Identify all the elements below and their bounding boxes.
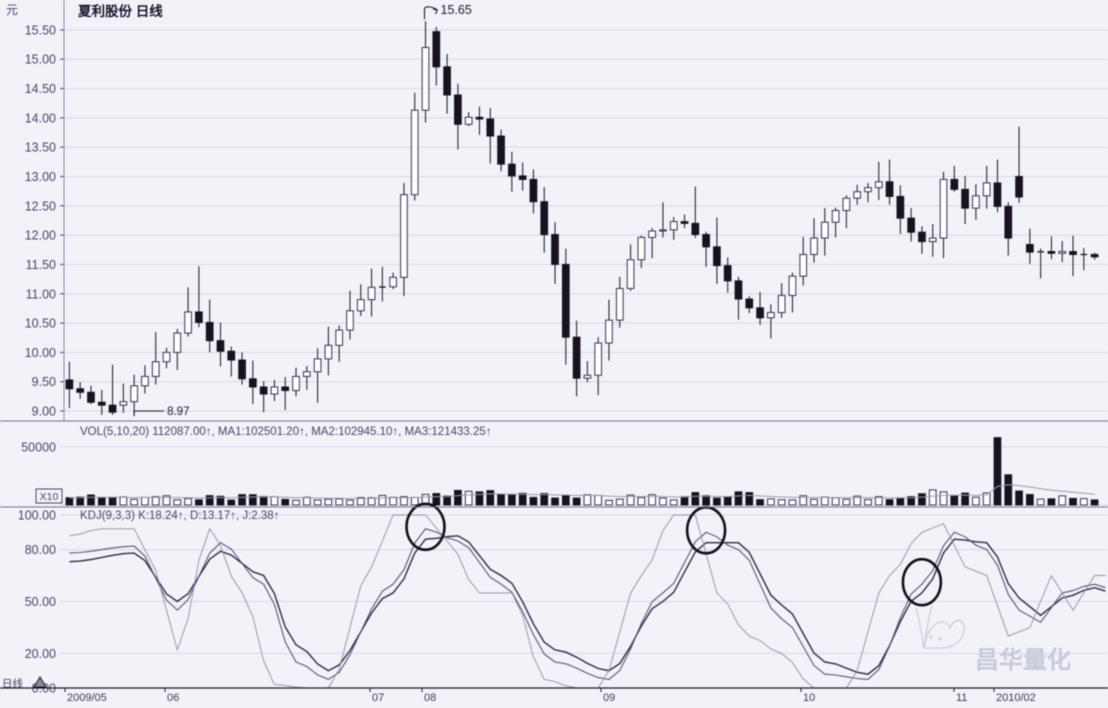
- svg-text:50.00: 50.00: [25, 595, 56, 609]
- svg-text:KDJ(9,3,3) K:18.24↑, D:13.: KDJ(9,3,3) K:18.24↑, D:13.17↑, J:2.38↑: [80, 510, 279, 522]
- svg-text:昌华量化: 昌华量化: [975, 646, 1071, 674]
- svg-text:12.00: 12.00: [25, 229, 56, 243]
- svg-text:50000: 50000: [21, 440, 56, 454]
- svg-text:13.00: 13.00: [25, 170, 56, 184]
- svg-text:09: 09: [603, 692, 615, 704]
- svg-text:8.97: 8.97: [167, 406, 189, 418]
- svg-text:10.50: 10.50: [25, 317, 56, 331]
- svg-text:100.00: 100.00: [18, 509, 56, 523]
- svg-text:14.00: 14.00: [25, 111, 56, 125]
- svg-text:VOL(5,10,20) 112087.00↑, MA1: VOL(5,10,20) 112087.00↑, MA1:102501.20↑,…: [80, 426, 492, 438]
- svg-text:13.50: 13.50: [25, 141, 56, 155]
- svg-text:15.00: 15.00: [25, 53, 56, 67]
- svg-text:14.50: 14.50: [25, 82, 56, 96]
- svg-text:20.00: 20.00: [25, 647, 56, 661]
- svg-text:80.00: 80.00: [25, 543, 56, 557]
- svg-text:11.50: 11.50: [26, 258, 56, 272]
- svg-text:X10: X10: [40, 491, 59, 503]
- svg-text:15.65: 15.65: [441, 3, 472, 17]
- svg-text:11.00: 11.00: [26, 287, 56, 301]
- svg-text:日线: 日线: [2, 677, 23, 690]
- svg-text:10: 10: [803, 692, 815, 704]
- svg-text:夏利股份 日线: 夏利股份 日线: [77, 3, 163, 19]
- svg-text:10.00: 10.00: [25, 346, 56, 360]
- svg-text:2009/05: 2009/05: [67, 692, 107, 704]
- svg-text:元: 元: [6, 3, 18, 17]
- svg-text:15.50: 15.50: [25, 23, 56, 37]
- svg-text:9.00: 9.00: [32, 405, 56, 419]
- svg-text:07: 07: [372, 692, 384, 704]
- svg-text:2010/02: 2010/02: [996, 692, 1036, 704]
- svg-text:11: 11: [956, 692, 967, 704]
- svg-text:9.50: 9.50: [32, 375, 56, 389]
- svg-text:08: 08: [424, 692, 436, 704]
- svg-text:12.50: 12.50: [25, 199, 56, 213]
- svg-text:06: 06: [167, 692, 179, 704]
